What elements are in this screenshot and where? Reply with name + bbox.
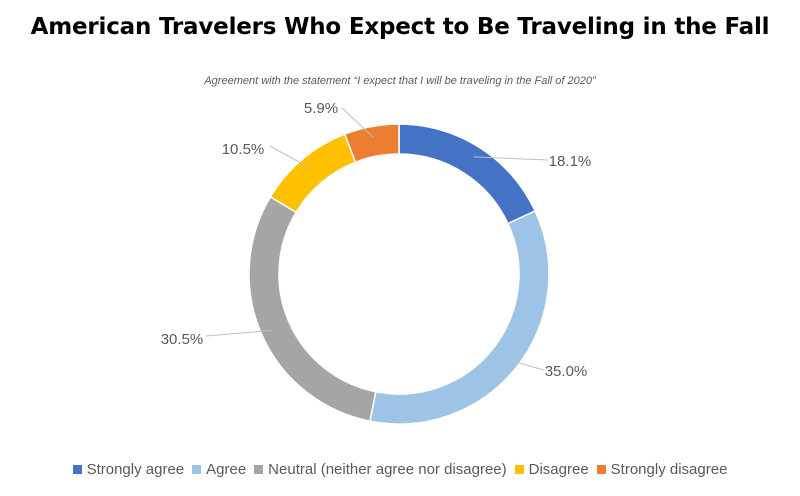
legend-swatch: [254, 465, 264, 474]
data-label-disagree: 10.5%: [222, 141, 265, 158]
legend-item-disagree: Disagree: [514, 461, 589, 478]
data-label-neutral-neither-agree-nor-disagree: 30.5%: [161, 331, 204, 348]
legend-item-strongly-disagree: Strongly disagree: [596, 461, 728, 478]
slice-agree: [369, 209, 550, 425]
leader-line-strongly-disagree: [341, 107, 374, 138]
legend-label: Strongly agree: [86, 461, 185, 478]
slice-strongly-disagree: [343, 123, 400, 164]
donut-slices: [248, 123, 550, 425]
data-label-strongly-disagree: 5.9%: [304, 100, 338, 117]
legend-item-agree: Agree: [192, 461, 246, 478]
chart-subtitle: Agreement with the statement “I expect t…: [204, 75, 596, 87]
legend-label: Disagree: [528, 461, 589, 478]
legend-item-neutral-neither-agree-nor-disagree: Neutral (neither agree nor disagree): [254, 461, 507, 478]
data-label-agree: 35.0%: [545, 363, 588, 380]
leader-line-disagree: [269, 145, 310, 169]
legend-label: Agree: [206, 461, 247, 478]
legend-swatch: [72, 465, 82, 474]
legend-swatch: [192, 465, 202, 474]
data-labels: 18.1% 35.0% 30.5% 10.5% 5.9%: [161, 100, 592, 380]
legend-item-strongly-agree: Strongly agree: [72, 461, 185, 478]
legend-swatch: [514, 465, 524, 474]
leader-line-strongly-agree: [473, 156, 549, 161]
legend-label: Neutral (neither agree nor disagree): [268, 461, 507, 478]
slice-neutral-neither-agree-nor-disagree: [248, 195, 377, 423]
slice-strongly-agree: [398, 123, 537, 225]
legend: Strongly agree Agree Neutral (neither agre…: [0, 461, 800, 478]
legend-swatch: [596, 465, 606, 474]
chart-title: American Travelers Who Expect to Be Trav…: [30, 14, 770, 40]
data-label-strongly-agree: 18.1%: [549, 153, 592, 170]
legend-label: Strongly disagree: [610, 461, 728, 478]
slice-disagree: [269, 133, 357, 214]
leader-lines: [205, 107, 549, 371]
leader-line-agree: [508, 359, 545, 371]
leader-line-neutral-neither-agree-nor-disagree: [205, 329, 273, 337]
